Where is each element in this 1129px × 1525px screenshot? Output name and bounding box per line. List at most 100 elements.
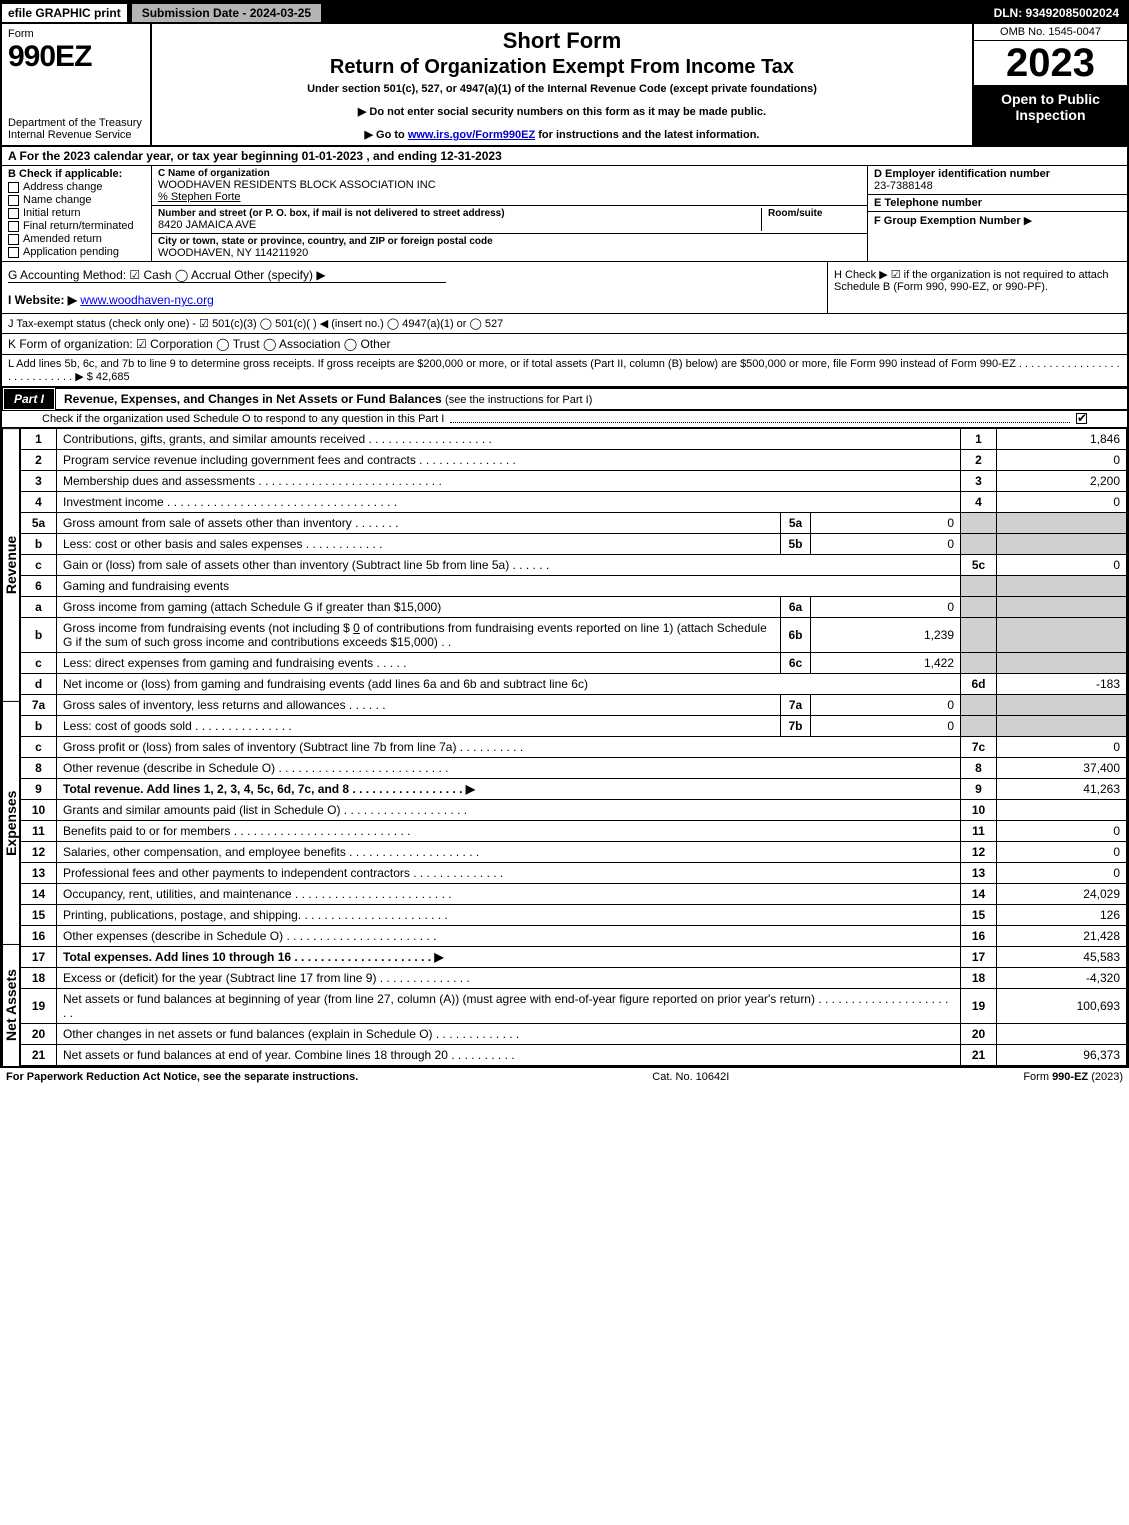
schedule-o-checkbox[interactable]: [1076, 413, 1087, 424]
inner-col: 7a: [781, 695, 811, 716]
chk-amended-return[interactable]: Amended return: [8, 233, 145, 245]
checkbox-icon: [8, 182, 19, 193]
line-num: 13: [21, 863, 57, 884]
line-num: a: [21, 597, 57, 618]
col-num: 7c: [961, 737, 997, 758]
chk-label: Address change: [23, 181, 103, 193]
inner-val: 1,239: [811, 618, 961, 653]
inner-col: 7b: [781, 716, 811, 737]
line-num: 18: [21, 968, 57, 989]
line-4: 4Investment income . . . . . . . . . . .…: [21, 492, 1127, 513]
grey-cell: [997, 597, 1127, 618]
line-val: 21,428: [997, 926, 1127, 947]
line-val: 0: [997, 492, 1127, 513]
line-17: 17Total expenses. Add lines 10 through 1…: [21, 947, 1127, 968]
chk-label: Amended return: [23, 233, 102, 245]
col-num: 19: [961, 989, 997, 1024]
line-a: A For the 2023 calendar year, or tax yea…: [2, 147, 1127, 166]
line-11: 11Benefits paid to or for members . . . …: [21, 821, 1127, 842]
tel-label: E Telephone number: [874, 197, 1121, 209]
line-num: 17: [21, 947, 57, 968]
line-desc: Less: cost of goods sold . . . . . . . .…: [57, 716, 781, 737]
line-num: 3: [21, 471, 57, 492]
line-desc: Printing, publications, postage, and shi…: [57, 905, 961, 926]
checkbox-icon: [8, 247, 19, 258]
checkbox-icon: [8, 221, 19, 232]
line-num: 14: [21, 884, 57, 905]
form-label: Form: [8, 28, 144, 40]
col-num: 3: [961, 471, 997, 492]
care-of: % Stephen Forte: [158, 191, 861, 203]
line-desc: Occupancy, rent, utilities, and maintena…: [57, 884, 961, 905]
line-6a: aGross income from gaming (attach Schedu…: [21, 597, 1127, 618]
line-num: 10: [21, 800, 57, 821]
chk-label: Application pending: [23, 246, 119, 258]
expenses-vlabel: Expenses: [2, 701, 20, 944]
line-num: 6: [21, 576, 57, 597]
chk-label: Final return/terminated: [23, 220, 134, 232]
col-num: 12: [961, 842, 997, 863]
header-center: Short Form Return of Organization Exempt…: [152, 24, 972, 145]
part1-check-text: Check if the organization used Schedule …: [42, 413, 444, 425]
inner-val: 0: [811, 716, 961, 737]
line-val: 0: [997, 555, 1127, 576]
grey-cell: [961, 576, 997, 597]
org-name-block: C Name of organization WOODHAVEN RESIDEN…: [152, 166, 867, 206]
line-num: b: [21, 534, 57, 555]
line-desc: Gross sales of inventory, less returns a…: [57, 695, 781, 716]
arrow-icon: ▶: [1024, 215, 1032, 227]
col-num: 16: [961, 926, 997, 947]
line-desc: Excess or (deficit) for the year (Subtra…: [57, 968, 961, 989]
line-8: 8Other revenue (describe in Schedule O) …: [21, 758, 1127, 779]
line-val: [997, 1024, 1127, 1045]
website-link[interactable]: www.woodhaven-nyc.org: [80, 293, 213, 307]
col-num: 11: [961, 821, 997, 842]
chk-final-return[interactable]: Final return/terminated: [8, 220, 145, 232]
chk-name-change[interactable]: Name change: [8, 194, 145, 206]
open-to-public: Open to Public Inspection: [974, 85, 1127, 145]
col-num: 17: [961, 947, 997, 968]
line-val: 41,263: [997, 779, 1127, 800]
efile-tag: efile GRAPHIC print: [2, 4, 127, 22]
col-num: 10: [961, 800, 997, 821]
chk-application-pending[interactable]: Application pending: [8, 246, 145, 258]
city-label: City or town, state or province, country…: [158, 236, 861, 247]
grey-cell: [997, 576, 1127, 597]
section-h: H Check ▶ ☑ if the organization is not r…: [827, 262, 1127, 313]
line-num: 16: [21, 926, 57, 947]
footer-right-bold: 990-EZ: [1052, 1071, 1088, 1083]
grey-cell: [997, 716, 1127, 737]
line-val: 37,400: [997, 758, 1127, 779]
grey-cell: [961, 618, 997, 653]
line-desc: Gaming and fundraising events: [57, 576, 961, 597]
inner-val: 0: [811, 513, 961, 534]
website-label: I Website: ▶: [8, 293, 77, 307]
line-desc: Net assets or fund balances at beginning…: [57, 989, 961, 1024]
line-val: 100,693: [997, 989, 1127, 1024]
accounting-method: G Accounting Method: ☑ Cash ◯ Accrual Ot…: [8, 268, 446, 283]
line-a-text: A For the 2023 calendar year, or tax yea…: [8, 149, 502, 163]
line-val: -4,320: [997, 968, 1127, 989]
line-desc: Net assets or fund balances at end of ye…: [57, 1045, 961, 1066]
chk-label: Name change: [23, 194, 92, 206]
line-14: 14Occupancy, rent, utilities, and mainte…: [21, 884, 1127, 905]
form-subtitle: Under section 501(c), 527, or 4947(a)(1)…: [160, 83, 964, 95]
section-d: D Employer identification number 23-7388…: [868, 166, 1127, 195]
street-block: Number and street (or P. O. box, if mail…: [152, 206, 867, 234]
line-val: 0: [997, 737, 1127, 758]
chk-initial-return[interactable]: Initial return: [8, 207, 145, 219]
line-num: d: [21, 674, 57, 695]
line-desc: Total revenue. Add lines 1, 2, 3, 4, 5c,…: [57, 779, 961, 800]
line-5b: bLess: cost or other basis and sales exp…: [21, 534, 1127, 555]
chk-address-change[interactable]: Address change: [8, 181, 145, 193]
line-desc: Less: direct expenses from gaming and fu…: [57, 653, 781, 674]
line-desc: Program service revenue including govern…: [57, 450, 961, 471]
irs-link[interactable]: www.irs.gov/Form990EZ: [408, 129, 535, 141]
line-19: 19Net assets or fund balances at beginni…: [21, 989, 1127, 1024]
tax-year: 2023: [974, 41, 1127, 85]
line-6b-desc: Gross income from fundraising events (no…: [57, 618, 781, 653]
inner-val: 1,422: [811, 653, 961, 674]
dots: [450, 413, 1070, 423]
city-value: WOODHAVEN, NY 114211920: [158, 247, 861, 259]
checkbox-icon: [8, 234, 19, 245]
